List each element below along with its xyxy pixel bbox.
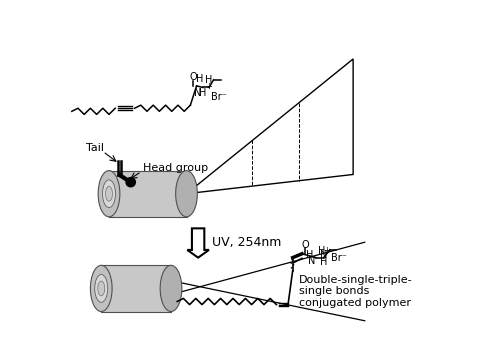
Polygon shape — [109, 171, 186, 217]
Text: O: O — [302, 240, 309, 249]
Text: N: N — [308, 257, 315, 266]
Ellipse shape — [160, 265, 182, 311]
FancyArrow shape — [188, 228, 209, 258]
Text: +: + — [324, 246, 330, 255]
Ellipse shape — [102, 180, 116, 208]
Polygon shape — [186, 59, 353, 194]
Text: UV, 254nm: UV, 254nm — [212, 236, 282, 249]
Text: H: H — [320, 257, 328, 267]
Ellipse shape — [90, 265, 112, 311]
Text: Double-single-triple-
single bonds
conjugated polymer: Double-single-triple- single bonds conju… — [299, 274, 412, 308]
Text: H: H — [196, 74, 203, 83]
Ellipse shape — [94, 274, 108, 302]
Text: H: H — [206, 75, 212, 85]
Ellipse shape — [98, 171, 120, 217]
Text: N: N — [194, 88, 201, 98]
Text: H: H — [199, 88, 206, 98]
Text: H: H — [306, 250, 314, 260]
Ellipse shape — [176, 171, 198, 217]
Text: Head group: Head group — [143, 163, 208, 173]
Text: N: N — [320, 250, 328, 260]
Text: Br⁻: Br⁻ — [210, 93, 226, 102]
Ellipse shape — [98, 281, 104, 296]
Text: H: H — [318, 246, 325, 257]
Ellipse shape — [106, 186, 112, 201]
Text: O: O — [190, 73, 198, 82]
Circle shape — [126, 178, 136, 187]
Text: Tail: Tail — [86, 143, 104, 153]
Text: Br⁻: Br⁻ — [332, 253, 347, 262]
Polygon shape — [101, 265, 171, 311]
Text: +: + — [206, 82, 212, 91]
